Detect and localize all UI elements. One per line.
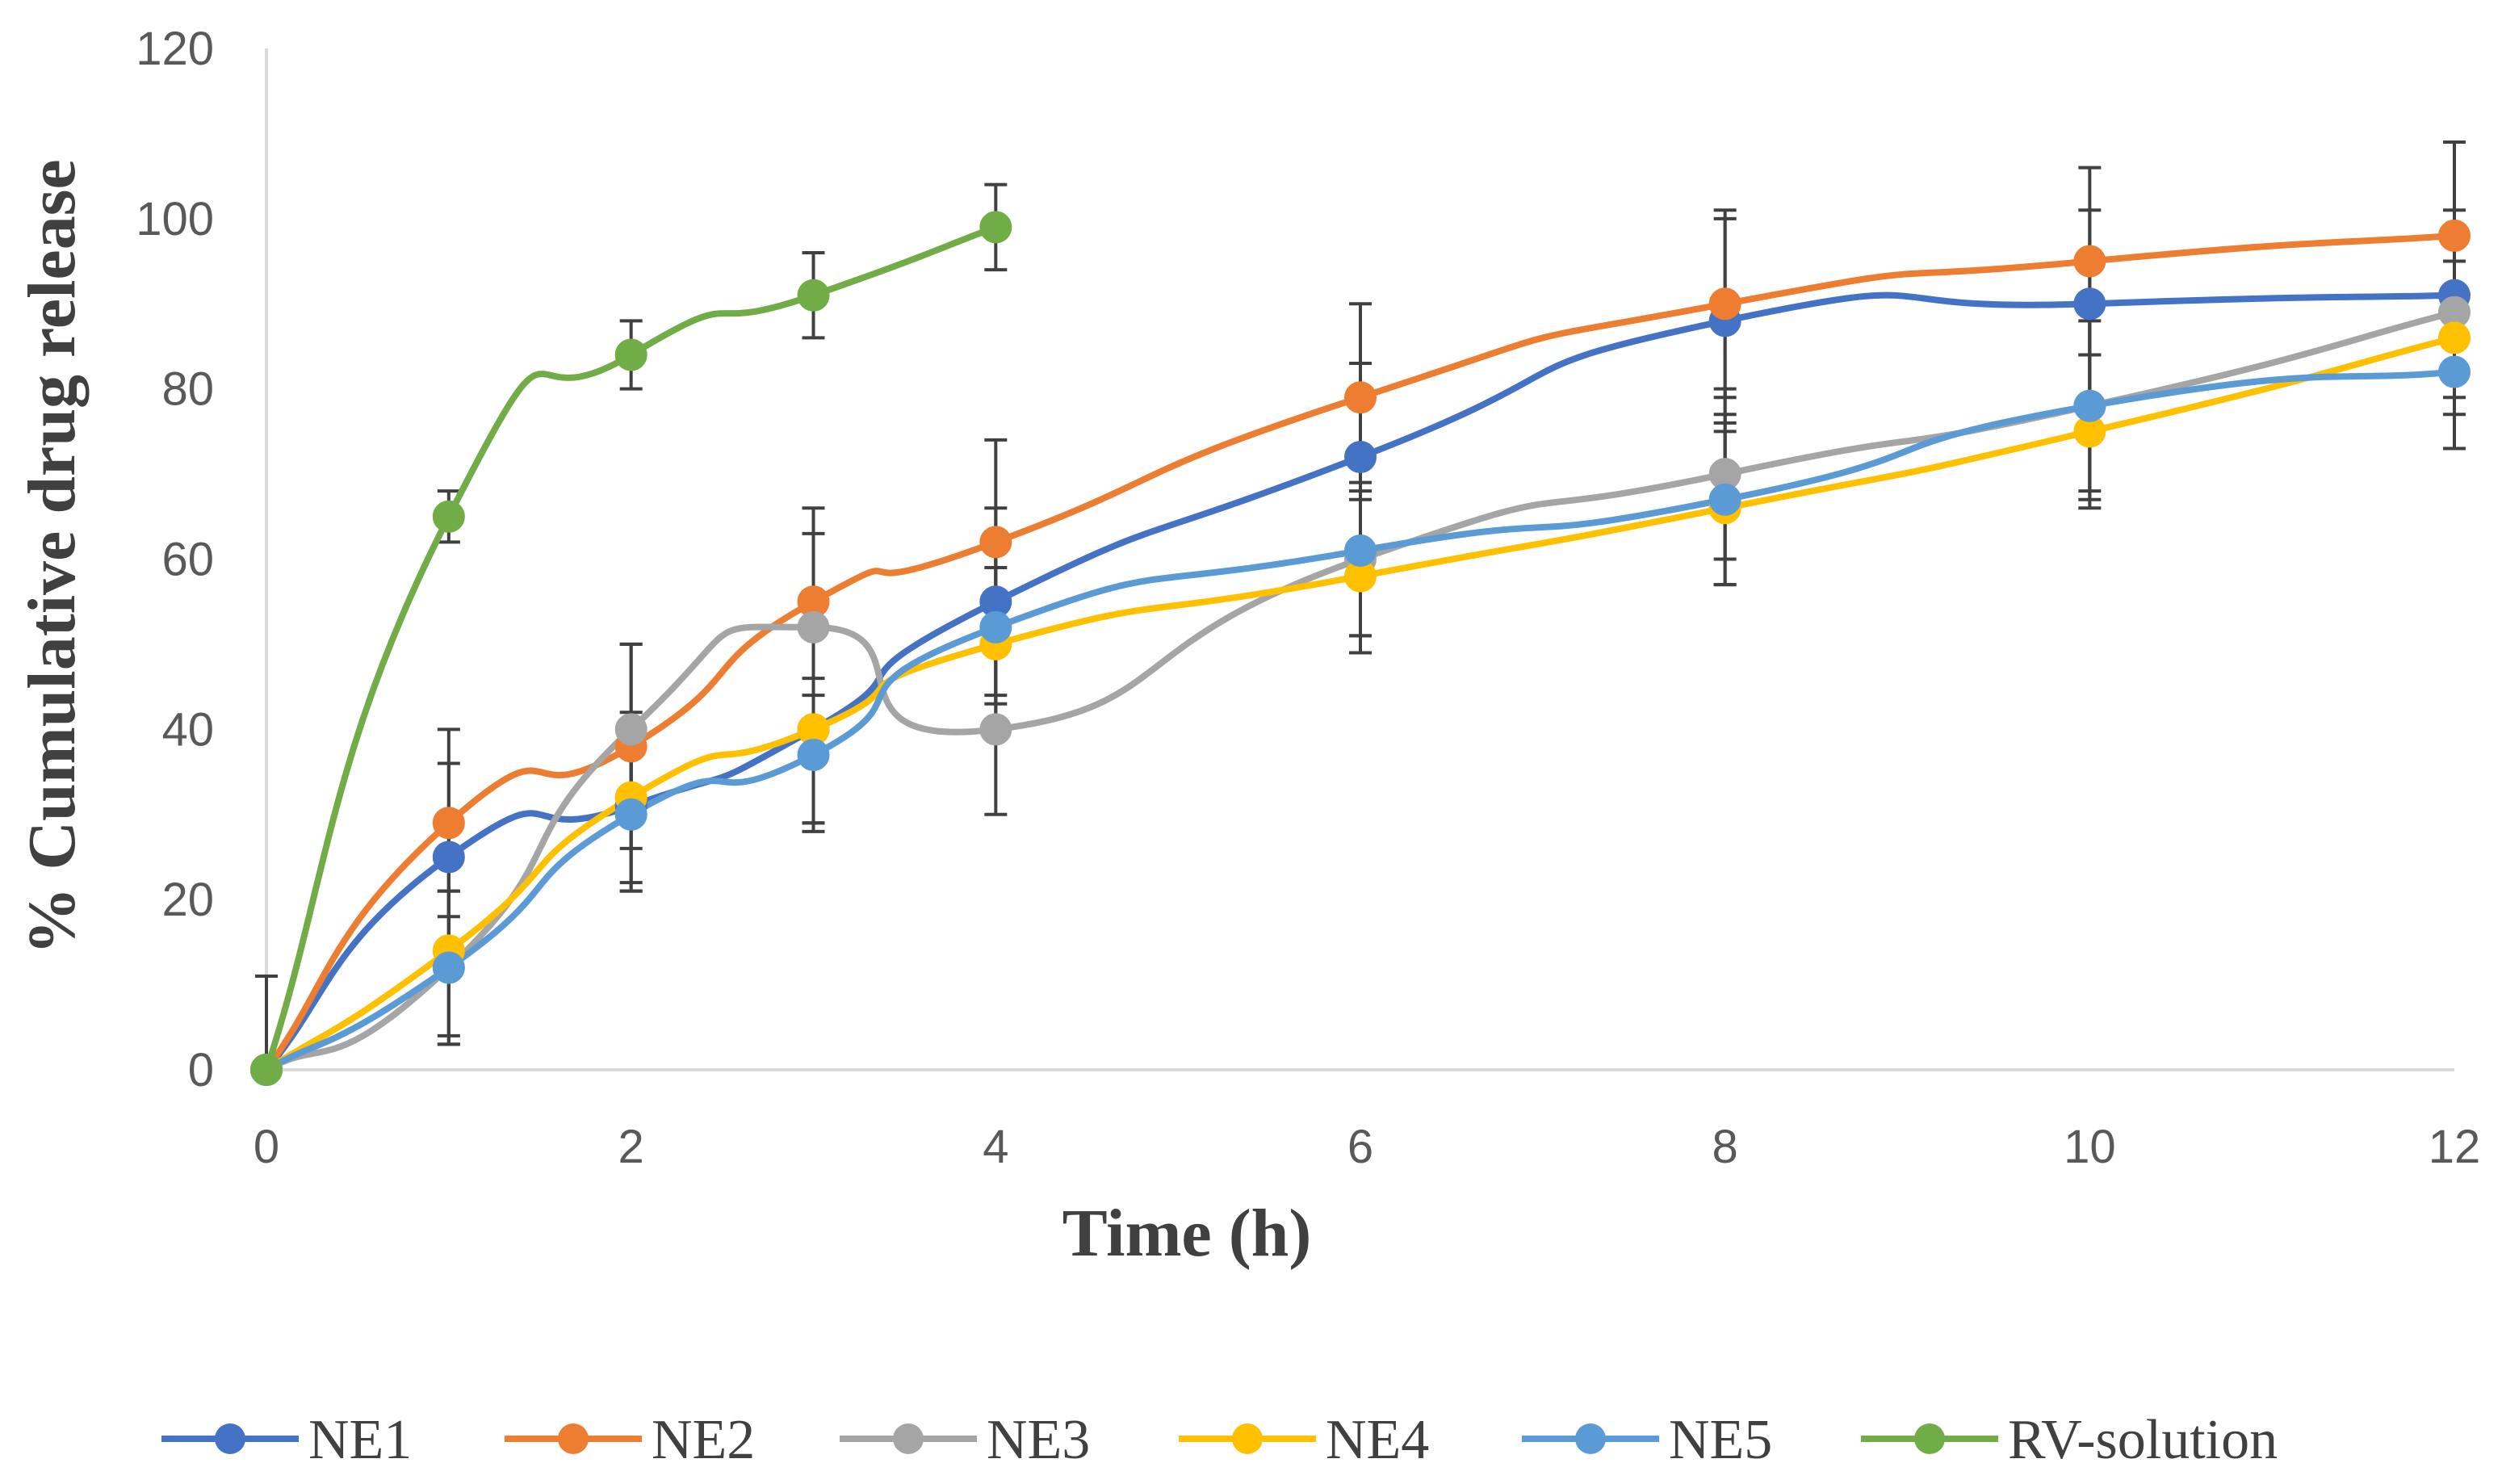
error-bars (255, 140, 2466, 1071)
x-tick-label: 4 (983, 1121, 1008, 1173)
data-point-ne1 (2073, 287, 2106, 321)
y-tick-labels: 0 20 40 60 80 100 120 (136, 23, 214, 1096)
data-point-ne5 (2073, 389, 2106, 422)
legend-label: NE5 (1669, 1409, 1772, 1471)
chart-legend: NE1 NE2 NE3 NE4 NE5 RV-solution (161, 1409, 2278, 1471)
series-line-ne2 (263, 232, 2455, 1072)
data-point-ne1 (432, 841, 465, 874)
data-point-ne3 (979, 713, 1012, 746)
legend-label: NE1 (308, 1409, 412, 1471)
data-point-rv-solution (432, 500, 465, 533)
x-tick-label: 12 (2429, 1121, 2481, 1173)
data-point-ne2 (979, 526, 1012, 559)
data-point-rv-solution (614, 338, 648, 371)
data-point-ne2 (2438, 219, 2471, 252)
legend-item-ne4: NE4 (1179, 1409, 1429, 1471)
legend-item-ne1: NE1 (161, 1409, 412, 1471)
data-point-rv-solution (250, 1054, 283, 1086)
x-tick-labels: 0 2 4 6 8 10 12 (254, 1121, 2480, 1173)
y-tick-label: 120 (136, 23, 214, 75)
legend-swatch-marker (558, 1423, 589, 1454)
y-tick-label: 20 (161, 874, 214, 926)
data-point-ne5 (797, 738, 830, 771)
legend-item-rv-solution: RV-solution (1861, 1409, 2278, 1471)
y-tick-label: 60 (161, 534, 214, 586)
legend-label: NE3 (987, 1409, 1090, 1471)
data-point-ne5 (1344, 534, 1377, 567)
legend-swatch-marker (1232, 1423, 1263, 1454)
data-point-ne2 (1708, 287, 1741, 321)
x-tick-label: 6 (1347, 1121, 1373, 1173)
x-tick-label: 2 (618, 1121, 644, 1173)
legend-item-ne2: NE2 (505, 1409, 755, 1471)
legend-label: NE4 (1326, 1409, 1429, 1471)
legend-item-ne3: NE3 (840, 1409, 1090, 1471)
x-tick-label: 8 (1712, 1121, 1738, 1173)
y-tick-label: 80 (161, 363, 214, 416)
data-point-ne2 (1344, 381, 1377, 414)
data-point-ne4 (2438, 321, 2471, 354)
legend-swatch-marker (1914, 1423, 1945, 1454)
data-point-ne3 (614, 713, 648, 746)
legend-label: RV-solution (2008, 1409, 2278, 1471)
legend-swatch-marker (1575, 1423, 1606, 1454)
y-tick-label: 40 (161, 703, 214, 756)
chart-axes (265, 48, 2454, 1071)
y-tick-label: 100 (136, 193, 214, 245)
data-point-ne5 (1708, 483, 1741, 516)
data-point-ne5 (979, 610, 1012, 643)
data-point-ne2 (2073, 245, 2106, 278)
data-point-ne5 (432, 951, 465, 984)
legend-label: NE2 (652, 1409, 755, 1471)
series-line-ne4 (264, 334, 2455, 1073)
x-tick-label: 10 (2064, 1121, 2116, 1173)
series-line-ne1 (263, 291, 2455, 1072)
series-markers (250, 211, 2471, 1086)
x-tick-label: 0 (254, 1121, 279, 1173)
data-point-ne5 (614, 798, 648, 831)
series-lines (263, 224, 2455, 1073)
x-axis-title: Time (h) (1062, 1196, 1312, 1271)
legend-swatch-marker (893, 1423, 924, 1454)
y-axis-title: % Cumulative drug release (15, 159, 90, 954)
data-point-ne5 (2438, 355, 2471, 388)
legend-swatch-marker (215, 1423, 245, 1454)
data-point-rv-solution (797, 279, 830, 312)
data-point-ne3 (797, 610, 830, 643)
data-point-ne1 (1344, 441, 1377, 473)
data-point-ne2 (432, 807, 465, 840)
data-point-rv-solution (979, 211, 1012, 244)
legend-item-ne5: NE5 (1522, 1409, 1772, 1471)
y-tick-label: 0 (188, 1044, 214, 1096)
series-line-ne5 (265, 368, 2455, 1073)
